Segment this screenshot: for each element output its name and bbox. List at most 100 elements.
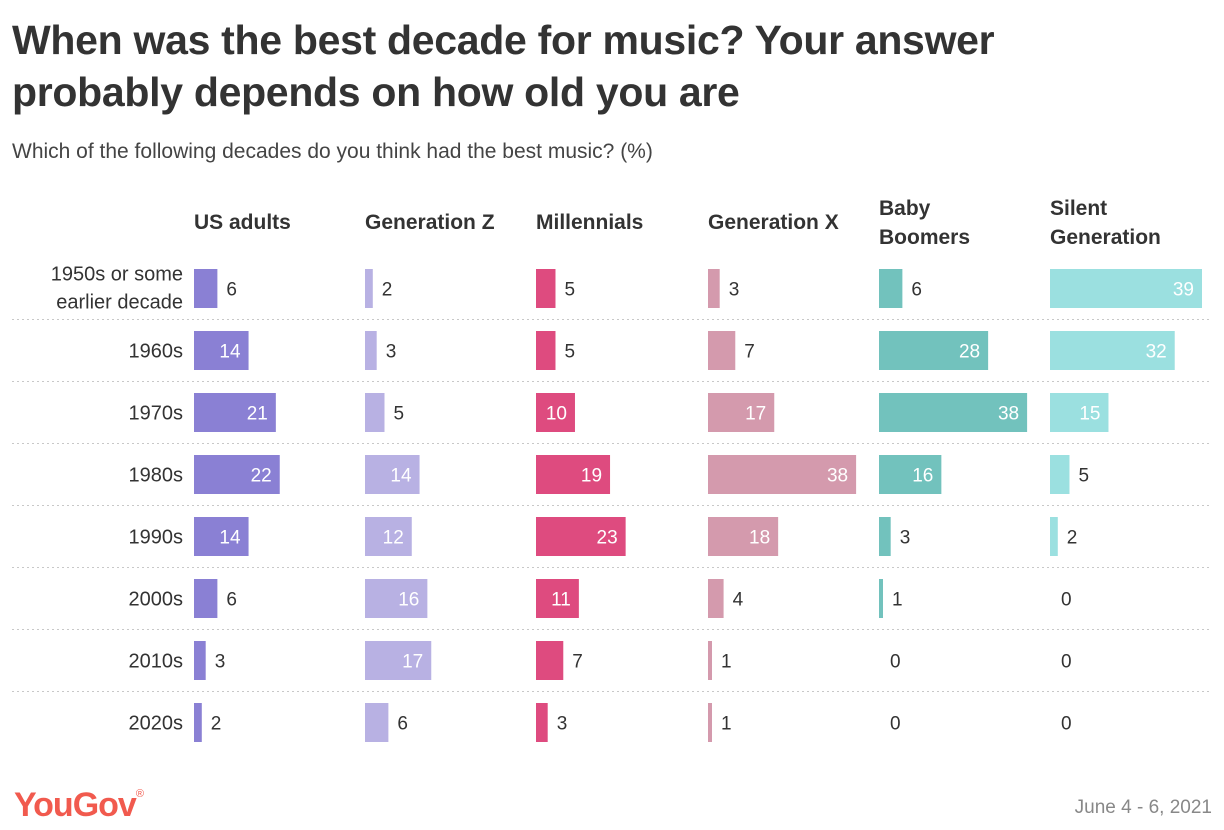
logo-text: YouGov <box>14 786 137 824</box>
data-label-0-1: 14 <box>219 342 241 363</box>
bar-5-1 <box>1050 331 1175 370</box>
data-label-2-7: 3 <box>557 714 568 735</box>
row-label-4: 1990s <box>129 527 184 549</box>
bar-5-2 <box>1050 393 1109 432</box>
data-label-5-7: 0 <box>1061 714 1072 735</box>
bar-0-6 <box>194 641 206 680</box>
bar-2-3 <box>536 455 611 494</box>
bar-3-2 <box>708 393 775 432</box>
logo-registered-mark: ® <box>135 788 144 800</box>
data-label-5-5: 0 <box>1061 590 1072 611</box>
data-label-4-6: 0 <box>890 652 901 673</box>
bar-2-4 <box>536 517 626 556</box>
row-label-0: earlier decade <box>56 292 183 314</box>
data-label-1-0: 2 <box>382 280 393 301</box>
data-label-4-4: 3 <box>900 528 911 549</box>
bar-1-2 <box>365 393 385 432</box>
bar-3-4 <box>708 517 779 556</box>
bar-4-5 <box>879 579 883 618</box>
bar-0-2 <box>194 393 276 432</box>
bar-0-5 <box>194 579 218 618</box>
bar-3-5 <box>708 579 724 618</box>
bar-4-0 <box>879 269 903 308</box>
row-label-7: 2020s <box>129 713 184 735</box>
data-label-5-1: 32 <box>1146 342 1167 363</box>
data-label-3-1: 7 <box>744 342 755 363</box>
column-header-4: Baby <box>879 197 931 220</box>
chart-title-line-2: probably depends on how old you are <box>12 69 740 115</box>
data-label-3-5: 4 <box>733 590 744 611</box>
data-label-5-0: 39 <box>1173 280 1194 301</box>
data-label-0-0: 6 <box>226 280 237 301</box>
data-label-3-0: 3 <box>729 280 740 301</box>
bar-5-4 <box>1050 517 1058 556</box>
bar-1-3 <box>365 455 420 494</box>
data-label-2-5: 11 <box>551 590 571 611</box>
column-header-4: Boomers <box>879 226 970 249</box>
data-label-0-5: 6 <box>226 590 237 611</box>
bar-3-7 <box>708 703 712 742</box>
data-label-2-1: 5 <box>564 342 575 363</box>
bar-2-5 <box>536 579 579 618</box>
data-label-2-6: 7 <box>572 652 583 673</box>
data-label-1-5: 16 <box>398 590 419 611</box>
bar-chart: US adults Generation Z Millennials Generati… <box>12 197 1212 742</box>
data-label-0-2: 21 <box>247 404 268 425</box>
bar-0-3 <box>194 455 280 494</box>
yougov-logo: YouGov® <box>14 786 144 825</box>
data-label-4-3: 16 <box>912 466 933 487</box>
bar-1-6 <box>365 641 432 680</box>
row-label-3: 1980s <box>129 465 184 487</box>
data-label-2-2: 10 <box>546 404 567 425</box>
row-label-5: 2000s <box>129 589 184 611</box>
data-label-0-7: 2 <box>211 714 222 735</box>
data-label-0-3: 22 <box>251 466 272 487</box>
bar-1-7 <box>365 703 389 742</box>
bar-5-0 <box>1050 269 1202 308</box>
bar-4-3 <box>879 455 942 494</box>
data-label-1-1: 3 <box>386 342 397 363</box>
data-label-5-2: 15 <box>1079 404 1100 425</box>
data-label-4-2: 38 <box>998 404 1019 425</box>
data-label-3-3: 38 <box>827 466 848 487</box>
bar-2-6 <box>536 641 564 680</box>
data-label-4-1: 28 <box>959 342 980 363</box>
column-header-1: Generation Z <box>365 211 495 234</box>
column-header-5: Silent <box>1050 197 1107 220</box>
bar-5-3 <box>1050 455 1070 494</box>
column-header-0: US adults <box>194 211 291 234</box>
data-label-1-3: 14 <box>390 466 412 487</box>
data-label-4-5: 1 <box>892 590 903 611</box>
bar-1-1 <box>365 331 377 370</box>
chart-subtitle: Which of the following decades do you th… <box>12 140 653 163</box>
bar-3-1 <box>708 331 736 370</box>
row-label-1: 1960s <box>129 341 184 363</box>
data-label-4-7: 0 <box>890 714 901 735</box>
bar-2-0 <box>536 269 556 308</box>
bar-0-7 <box>194 703 202 742</box>
data-label-0-4: 14 <box>219 528 241 549</box>
data-label-1-7: 6 <box>397 714 408 735</box>
bar-2-2 <box>536 393 575 432</box>
column-header-2: Millennials <box>536 211 643 234</box>
row-label-0: 1950s or some <box>51 264 183 286</box>
bar-3-0 <box>708 269 720 308</box>
chart-title-line-1: When was the best decade for music? Your… <box>12 17 995 63</box>
row-label-2: 1970s <box>129 403 184 425</box>
data-label-5-4: 2 <box>1067 528 1078 549</box>
data-label-5-6: 0 <box>1061 652 1072 673</box>
data-label-3-4: 18 <box>749 528 770 549</box>
bar-4-1 <box>879 331 989 370</box>
survey-date: June 4 - 6, 2021 <box>1074 797 1212 818</box>
data-label-0-6: 3 <box>215 652 226 673</box>
bar-1-5 <box>365 579 428 618</box>
bar-3-6 <box>708 641 712 680</box>
data-label-5-3: 5 <box>1078 466 1089 487</box>
data-label-1-2: 5 <box>393 404 404 425</box>
bar-4-4 <box>879 517 891 556</box>
data-label-1-6: 17 <box>402 652 423 673</box>
data-label-4-0: 6 <box>911 280 922 301</box>
data-label-3-7: 1 <box>721 714 732 735</box>
column-header-3: Generation X <box>708 211 839 234</box>
data-label-3-6: 1 <box>721 652 732 673</box>
